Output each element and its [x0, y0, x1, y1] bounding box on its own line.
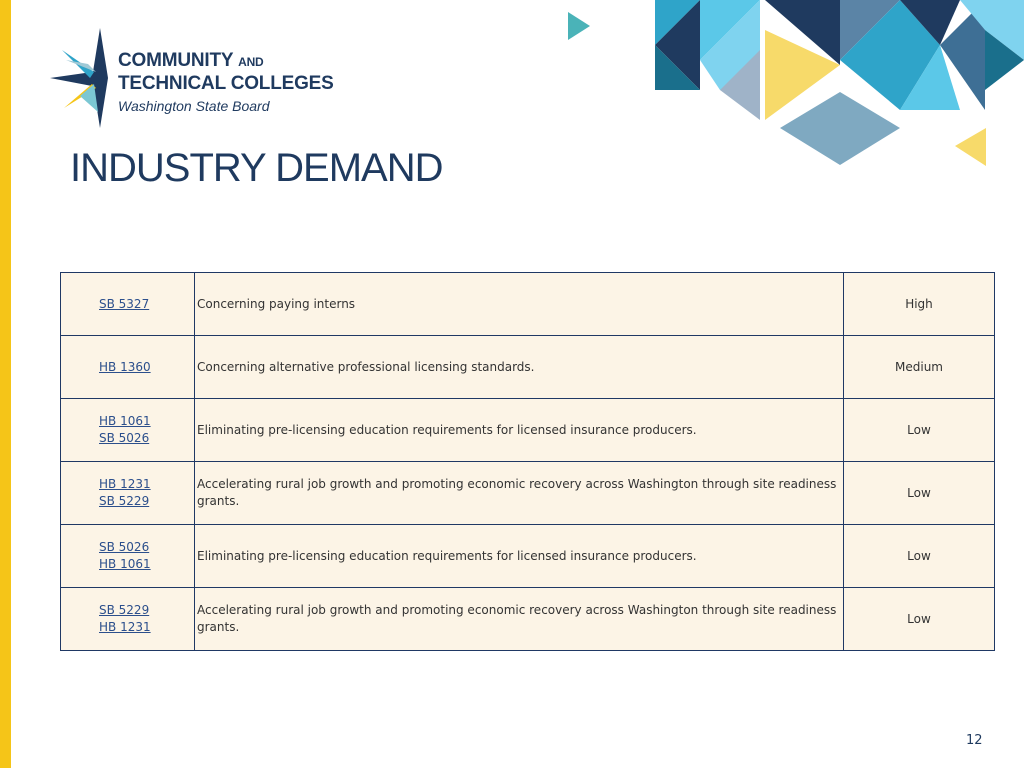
table-row: HB 1231 SB 5229 Accelerating rural job gro… — [60, 461, 995, 525]
bill-cell: HB 1360 — [60, 335, 195, 399]
description-cell: Concerning alternative professional lice… — [194, 335, 844, 399]
table-row: SB 5229 HB 1231 Accelerating rural job gro… — [60, 587, 995, 651]
demand-cell: Medium — [843, 335, 995, 399]
table-row: HB 1360 Concerning alternative profession… — [60, 335, 995, 399]
bill-link[interactable]: SB 5026 — [99, 431, 150, 445]
bill-link[interactable]: HB 1231 — [99, 620, 151, 634]
bill-cell: SB 5026 HB 1061 — [60, 524, 195, 588]
bill-cell: SB 5327 — [60, 272, 195, 336]
logo-line: Washington State Board — [118, 98, 270, 114]
description-cell: Eliminating pre-licensing education requ… — [194, 398, 844, 462]
table-row: HB 1061 SB 5026 Eliminating pre-licensing … — [60, 398, 995, 462]
logo-line: COMMUNITY — [118, 50, 234, 71]
bill-link[interactable]: HB 1360 — [99, 359, 151, 374]
bill-link[interactable]: HB 1231 — [99, 477, 151, 491]
page-number: 12 — [966, 733, 983, 748]
table-row: SB 5026 HB 1061 Eliminating pre-licensing … — [60, 524, 995, 588]
bill-link[interactable]: SB 5026 — [99, 540, 150, 554]
description-cell: Eliminating pre-licensing education requ… — [194, 524, 844, 588]
demand-cell: Low — [843, 398, 995, 462]
demand-cell: Low — [843, 587, 995, 651]
description-cell: Concerning paying interns — [194, 272, 844, 336]
demand-cell: Low — [843, 461, 995, 525]
slide-title: INDUSTRY DEMAND — [70, 146, 443, 190]
bill-cell: HB 1231 SB 5229 — [60, 461, 195, 525]
logo: COMMUNITY AND TECHNICAL COLLEGES Washing… — [118, 50, 334, 116]
bill-link[interactable]: HB 1061 — [99, 557, 151, 571]
bill-cell: SB 5229 HB 1231 — [60, 587, 195, 651]
bill-link[interactable]: HB 1061 — [99, 414, 151, 428]
logo-mark — [50, 28, 108, 128]
bill-cell: HB 1061 SB 5026 — [60, 398, 195, 462]
bill-table: SB 5327 Concerning paying interns High HB 1… — [60, 272, 995, 651]
table-row: SB 5327 Concerning paying interns High — [60, 272, 995, 336]
description-cell: Accelerating rural job growth and promot… — [194, 461, 844, 525]
accent-strip — [0, 0, 11, 768]
demand-cell: High — [843, 272, 995, 336]
bill-link[interactable]: SB 5327 — [99, 296, 150, 311]
description-cell: Accelerating rural job growth and promot… — [194, 587, 844, 651]
bill-link[interactable]: SB 5229 — [99, 494, 150, 508]
demand-cell: Low — [843, 524, 995, 588]
logo-line: AND — [238, 55, 264, 69]
logo-line: TECHNICAL COLLEGES — [118, 73, 334, 94]
bill-link[interactable]: SB 5229 — [99, 603, 150, 617]
